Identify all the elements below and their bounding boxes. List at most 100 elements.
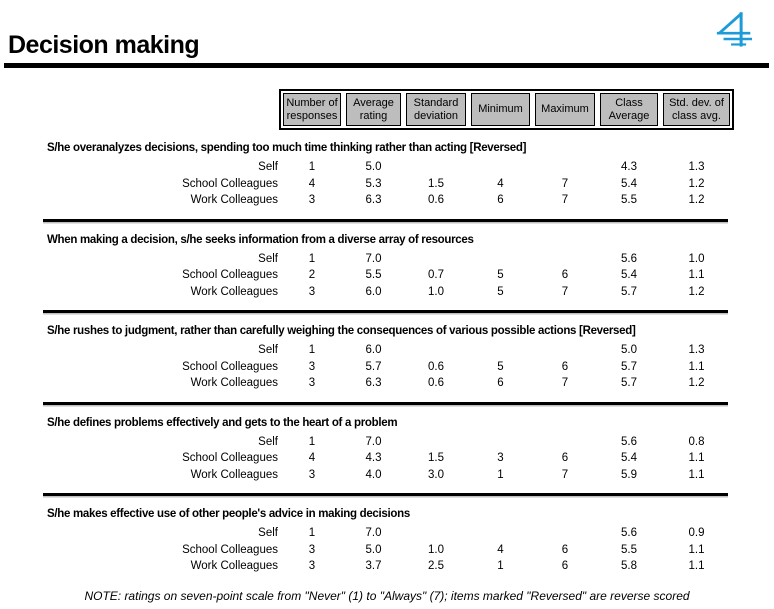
table-row: School Colleagues 3 5.0 1.0 4 6 5.5 1.1 xyxy=(0,542,774,559)
table-row: Self 1 7.0 5.6 0.8 xyxy=(0,434,774,451)
cell-avg-rating: 5.0 xyxy=(365,161,382,174)
table-row: School Colleagues 2 5.5 0.7 5 6 5.4 1.1 xyxy=(0,267,774,284)
column-header-maximum: Maximum xyxy=(535,93,595,126)
row-label: Self xyxy=(258,161,278,174)
table-row: Work Colleagues 3 6.0 1.0 5 7 5.7 1.2 xyxy=(0,284,774,301)
cell-minimum: 4 xyxy=(497,543,504,556)
cell-avg-rating: 3.7 xyxy=(365,560,382,573)
cell-class-average: 5.6 xyxy=(621,252,637,265)
question-heading: S/he defines problems effectively and ge… xyxy=(47,416,398,429)
cell-avg-rating: 7.0 xyxy=(365,252,382,265)
cell-std-deviation: 0.6 xyxy=(428,377,444,390)
cell-maximum: 6 xyxy=(561,560,569,573)
company-logo-icon xyxy=(716,12,752,47)
cell-std-dev-class-avg: 1.1 xyxy=(688,468,705,481)
column-header-line: Number of xyxy=(286,96,338,109)
cell-num-responses: 1 xyxy=(308,527,316,540)
question-section: S/he overanalyzes decisions, spending to… xyxy=(0,142,774,222)
table-sections: S/he overanalyzes decisions, spending to… xyxy=(0,142,774,575)
cell-std-dev-class-avg: 1.2 xyxy=(688,177,705,190)
page-title: Decision making xyxy=(8,31,200,59)
cell-class-average: 5.9 xyxy=(621,468,637,481)
row-label: Self xyxy=(258,344,278,357)
cell-minimum: 1 xyxy=(497,468,504,481)
cell-class-average: 4.3 xyxy=(621,161,637,174)
cell-std-dev-class-avg: 1.1 xyxy=(688,543,705,556)
table-row: Work Colleagues 3 4.0 3.0 1 7 5.9 1.1 xyxy=(0,467,774,484)
cell-minimum: 5 xyxy=(497,360,504,373)
title-rule xyxy=(4,63,769,68)
cell-avg-rating: 6.0 xyxy=(365,344,382,357)
column-header-line: Maximum xyxy=(541,103,589,115)
cell-std-dev-class-avg: 1.1 xyxy=(688,560,705,573)
cell-num-responses: 2 xyxy=(308,269,316,282)
row-label: Work Colleagues xyxy=(190,468,278,481)
cell-avg-rating: 5.3 xyxy=(365,177,382,190)
cell-class-average: 5.7 xyxy=(621,360,637,373)
column-header-std-dev-class-avg: Std. dev. of class avg. xyxy=(663,93,730,126)
cell-std-dev-class-avg: 1.0 xyxy=(688,252,705,265)
column-header-line: Class xyxy=(615,96,643,109)
column-header-line: Minimum xyxy=(478,103,523,115)
table-row: School Colleagues 4 5.3 1.5 4 7 5.4 1.2 xyxy=(0,176,774,193)
section-divider xyxy=(43,493,728,496)
cell-maximum: 7 xyxy=(561,377,569,390)
cell-std-dev-class-avg: 1.2 xyxy=(688,377,705,390)
cell-class-average: 5.4 xyxy=(621,269,637,282)
cell-minimum: 6 xyxy=(497,194,504,207)
table-row: School Colleagues 4 4.3 1.5 3 6 5.4 1.1 xyxy=(0,450,774,467)
cell-std-deviation: 1.5 xyxy=(428,177,444,190)
cell-avg-rating: 6.0 xyxy=(365,285,382,298)
cell-maximum: 7 xyxy=(561,285,569,298)
row-label: Self xyxy=(258,435,278,448)
cell-minimum: 5 xyxy=(497,269,504,282)
column-header-line: Standard xyxy=(413,96,459,109)
cell-std-deviation: 0.6 xyxy=(428,194,444,207)
cell-class-average: 5.4 xyxy=(621,452,637,465)
cell-std-dev-class-avg: 1.3 xyxy=(688,344,705,357)
column-header-minimum: Minimum xyxy=(471,93,530,126)
cell-std-deviation: 0.6 xyxy=(428,360,444,373)
cell-std-dev-class-avg: 1.2 xyxy=(688,194,705,207)
cell-avg-rating: 4.0 xyxy=(365,468,382,481)
row-label: Self xyxy=(258,252,278,265)
column-header-num-responses: Number of responses xyxy=(283,93,341,126)
cell-num-responses: 3 xyxy=(308,543,316,556)
question-section: When making a decision, s/he seeks infor… xyxy=(0,233,774,313)
question-section: S/he makes effective use of other people… xyxy=(0,508,774,575)
table-row: Work Colleagues 3 6.3 0.6 6 7 5.7 1.2 xyxy=(0,375,774,392)
cell-avg-rating: 4.3 xyxy=(365,452,382,465)
cell-std-deviation: 2.5 xyxy=(428,560,444,573)
cell-class-average: 5.5 xyxy=(621,543,637,556)
cell-std-dev-class-avg: 1.1 xyxy=(688,269,705,282)
table-row: Self 1 6.0 5.0 1.3 xyxy=(0,342,774,359)
cell-minimum: 5 xyxy=(497,285,504,298)
cell-std-deviation: 1.5 xyxy=(428,452,444,465)
cell-num-responses: 1 xyxy=(308,161,316,174)
question-heading: S/he overanalyzes decisions, spending to… xyxy=(47,142,527,154)
cell-class-average: 5.8 xyxy=(621,560,637,573)
cell-std-deviation: 1.0 xyxy=(428,285,444,298)
cell-num-responses: 4 xyxy=(308,177,316,190)
cell-avg-rating: 6.3 xyxy=(365,194,382,207)
column-header-line: Average xyxy=(608,109,650,122)
row-label: Work Colleagues xyxy=(190,377,278,390)
column-header-std-deviation: Standard deviation xyxy=(406,93,466,126)
question-section: S/he defines problems effectively and ge… xyxy=(0,416,774,496)
column-header-line: Std. dev. of xyxy=(669,96,724,109)
cell-minimum: 1 xyxy=(497,560,504,573)
table-row: School Colleagues 3 5.7 0.6 5 6 5.7 1.1 xyxy=(0,359,774,376)
cell-num-responses: 3 xyxy=(308,560,316,573)
table-row: Work Colleagues 3 6.3 0.6 6 7 5.5 1.2 xyxy=(0,192,774,209)
column-header-line: responses xyxy=(286,109,338,122)
column-header-line: rating xyxy=(359,109,388,122)
question-heading: When making a decision, s/he seeks infor… xyxy=(47,233,474,246)
table-row: Self 1 5.0 4.3 1.3 xyxy=(0,159,774,176)
cell-minimum: 6 xyxy=(497,377,504,390)
cell-num-responses: 4 xyxy=(308,452,316,465)
cell-num-responses: 3 xyxy=(308,468,316,481)
section-divider xyxy=(43,310,728,313)
cell-maximum: 6 xyxy=(561,452,569,465)
cell-avg-rating: 5.5 xyxy=(365,269,382,282)
